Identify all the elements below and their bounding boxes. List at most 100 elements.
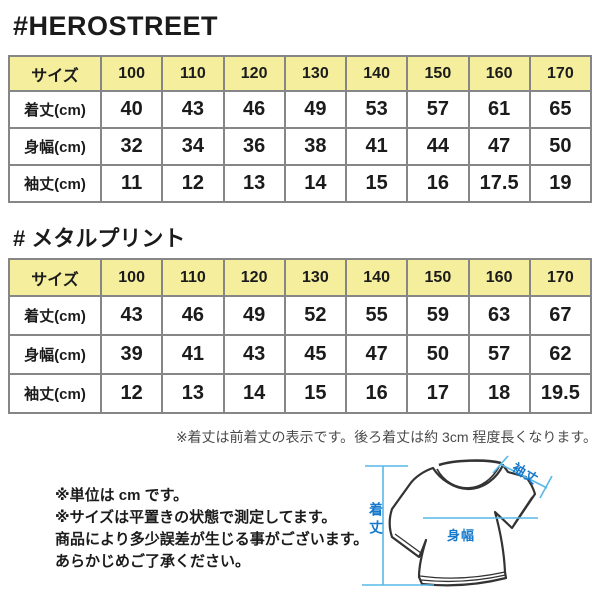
cell-value: 13 [161, 373, 225, 414]
cell-value: 47 [344, 334, 409, 375]
note-line: ※サイズは平置きの状態で測定してます。 [55, 509, 337, 526]
cell-value: 12 [161, 164, 225, 203]
diagram-label-width: 身幅 [447, 528, 476, 543]
cell-value: 39 [99, 334, 164, 375]
table-row-sleeve: 袖丈(cm) 12 13 14 15 16 17 18 19.5 [8, 373, 593, 414]
header-size-130: 130 [283, 258, 348, 297]
row-label: 袖丈(cm) [8, 164, 102, 203]
cell-value: 49 [222, 295, 286, 336]
hem-line-2 [420, 574, 506, 583]
cell-value: 11 [99, 164, 164, 203]
measurement-notes: ※単位は cm です。 ※サイズは平置きの状態で測定してます。 商品により多少誤… [55, 485, 368, 573]
table-header-row: サイズ 100 110 120 130 140 150 160 170 [8, 258, 593, 297]
header-size-150: 150 [406, 258, 470, 297]
row-label: 身幅(cm) [8, 334, 102, 375]
cell-value: 36 [222, 127, 286, 166]
cell-value: 45 [283, 334, 348, 375]
collar-inner-line [436, 466, 500, 489]
cell-value: 16 [406, 164, 470, 203]
cell-value: 32 [99, 127, 164, 166]
cell-value: 34 [161, 127, 225, 166]
cell-value: 57 [467, 334, 531, 375]
cell-value: 40 [99, 90, 164, 129]
cell-value: 15 [344, 164, 409, 203]
note-line: あらかじめご了承ください。 [55, 553, 251, 570]
header-size-170: 170 [528, 55, 593, 92]
table-row-sleeve: 袖丈(cm) 11 12 13 14 15 16 17.5 19 [8, 164, 593, 203]
header-size-130: 130 [283, 55, 348, 92]
table-row-width: 身幅(cm) 39 41 43 45 47 50 57 62 [8, 334, 593, 375]
cell-value: 61 [467, 90, 531, 129]
header-size-110: 110 [161, 258, 225, 297]
diagram-label-length: 着丈 [368, 502, 384, 538]
cell-value: 13 [222, 164, 286, 203]
header-size-170: 170 [528, 258, 593, 297]
cell-value: 14 [283, 164, 348, 203]
cell-value: 18 [467, 373, 531, 414]
cell-value: 59 [406, 295, 470, 336]
cell-value: 55 [344, 295, 409, 336]
cell-value: 65 [528, 90, 593, 129]
note-line: ※単位は cm です。 [55, 487, 189, 504]
header-size-140: 140 [344, 258, 409, 297]
cell-value: 50 [528, 127, 593, 166]
cell-value: 67 [528, 295, 593, 336]
header-size-140: 140 [344, 55, 409, 92]
row-label: 着丈(cm) [8, 295, 102, 336]
cell-value: 46 [222, 90, 286, 129]
row-label: 袖丈(cm) [8, 373, 102, 414]
header-size-160: 160 [467, 258, 531, 297]
size-table-herostreet: サイズ 100 110 120 130 140 150 160 170 着丈(c… [8, 55, 593, 203]
cell-value: 14 [222, 373, 286, 414]
cell-value: 38 [283, 127, 348, 166]
cell-value: 47 [467, 127, 531, 166]
left-cuff-line [394, 533, 422, 554]
cell-value: 62 [528, 334, 593, 375]
cell-value: 57 [406, 90, 470, 129]
tshirt-measurement-diagram [362, 455, 553, 587]
header-size-120: 120 [222, 55, 286, 92]
header-size-150: 150 [406, 55, 470, 92]
size-table-metal-print: サイズ 100 110 120 130 140 150 160 170 着丈(c… [8, 258, 593, 414]
cell-value: 43 [222, 334, 286, 375]
cell-value: 49 [283, 90, 348, 129]
cell-value: 17.5 [467, 164, 531, 203]
cell-value: 50 [406, 334, 470, 375]
chart-title-metal-print: # メタルプリント [13, 226, 186, 251]
table-row-length: 着丈(cm) 43 46 49 52 55 59 63 67 [8, 295, 593, 336]
cell-value: 19.5 [528, 373, 593, 414]
header-size-110: 110 [161, 55, 225, 92]
cell-value: 41 [344, 127, 409, 166]
cell-value: 16 [344, 373, 409, 414]
cell-value: 17 [406, 373, 470, 414]
cell-value: 63 [467, 295, 531, 336]
cell-value: 12 [99, 373, 164, 414]
cell-value: 19 [528, 164, 593, 203]
header-size-120: 120 [222, 258, 286, 297]
header-size-100: 100 [99, 55, 164, 92]
cell-value: 43 [99, 295, 164, 336]
tshirt-outline [388, 463, 537, 587]
table-header-row: サイズ 100 110 120 130 140 150 160 170 [8, 55, 593, 92]
cell-value: 46 [161, 295, 225, 336]
table-row-width: 身幅(cm) 32 34 36 38 41 44 47 50 [8, 127, 593, 166]
cell-value: 53 [344, 90, 409, 129]
table-row-length: 着丈(cm) 40 43 46 49 53 57 61 65 [8, 90, 593, 129]
right-cuff-line [513, 496, 533, 525]
hem-line-1 [419, 571, 506, 579]
header-size-100: 100 [99, 258, 164, 297]
note-line: 商品により多少誤差が生じる事がございます。 [55, 531, 369, 548]
row-label: 着丈(cm) [8, 90, 102, 129]
header-size-label: サイズ [8, 258, 102, 297]
cell-value: 15 [283, 373, 348, 414]
chart-title-herostreet: #HEROSTREET [13, 11, 219, 41]
cell-value: 44 [406, 127, 470, 166]
sleeve-measure-cap-bottom [539, 475, 553, 499]
sleeve-measure-cap-top [492, 455, 509, 474]
sleeve-measure-line [499, 463, 548, 489]
cell-value: 43 [161, 90, 225, 129]
header-size-label: サイズ [8, 55, 102, 92]
cell-value: 41 [161, 334, 225, 375]
cell-value: 52 [283, 295, 348, 336]
